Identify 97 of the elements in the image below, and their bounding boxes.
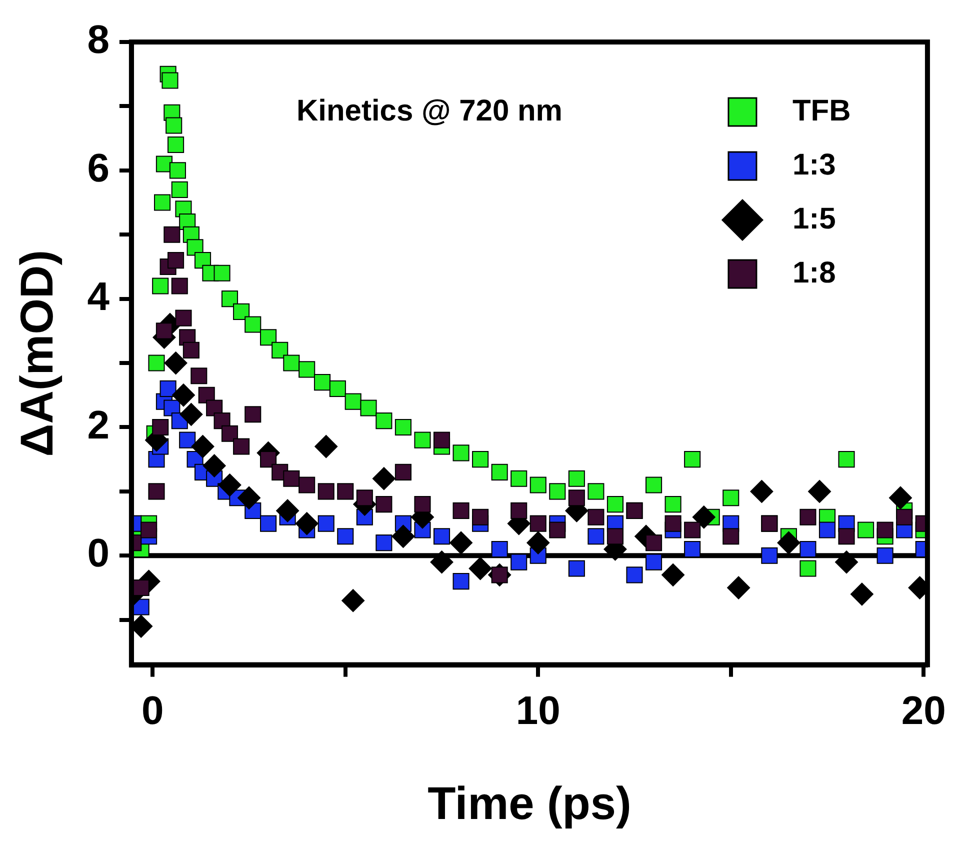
- point: [283, 470, 300, 487]
- point: [190, 368, 208, 384]
- point: [342, 589, 365, 612]
- point: [450, 531, 473, 554]
- point: [376, 534, 392, 552]
- point: [318, 483, 334, 500]
- point: [452, 573, 470, 590]
- point: [202, 454, 226, 478]
- point: [750, 480, 774, 503]
- point: [337, 483, 354, 500]
- y-axis-title: ΔA(mOD): [10, 250, 62, 457]
- point: [276, 499, 300, 522]
- point: [808, 480, 832, 503]
- point: [876, 547, 894, 564]
- point: [171, 278, 188, 294]
- point: [191, 435, 214, 458]
- point: [152, 418, 169, 436]
- x-tick-label: 20: [901, 688, 946, 733]
- point: [818, 522, 836, 538]
- point: [684, 540, 701, 558]
- point: [164, 352, 188, 375]
- point: [692, 506, 716, 529]
- point: [645, 554, 662, 570]
- point: [314, 435, 338, 458]
- point: [549, 522, 566, 538]
- point: [318, 515, 334, 532]
- y-tick-label: 6: [87, 146, 110, 190]
- point: [164, 226, 180, 243]
- point: [233, 438, 250, 455]
- point: [238, 486, 261, 510]
- point: [888, 486, 912, 510]
- point: [168, 252, 184, 269]
- point: [376, 496, 392, 513]
- point: [468, 556, 492, 580]
- point: [472, 508, 489, 526]
- point: [800, 540, 816, 558]
- point: [221, 425, 238, 442]
- y-tick-label: 4: [87, 274, 110, 319]
- point: [392, 524, 415, 548]
- point: [777, 531, 800, 554]
- point: [172, 384, 195, 407]
- point: [510, 502, 528, 519]
- annotation: Kinetics @ 720 nm: [296, 94, 562, 128]
- point: [433, 528, 450, 545]
- point: [568, 560, 585, 577]
- y-tick-label: 8: [87, 18, 110, 62]
- point: [337, 528, 354, 545]
- legend-label: 1:3: [792, 148, 836, 182]
- point: [510, 554, 528, 570]
- point: [530, 515, 546, 532]
- point: [160, 380, 176, 397]
- legend-label: 1:8: [792, 256, 836, 290]
- x-tick-label: 0: [142, 688, 164, 733]
- legend-label: TFB: [792, 94, 851, 128]
- point: [179, 432, 196, 448]
- point: [295, 512, 318, 536]
- point: [356, 490, 373, 506]
- point: [606, 528, 624, 545]
- point: [430, 550, 454, 574]
- point: [491, 540, 508, 558]
- point: [394, 464, 412, 480]
- legend-label: 1:5: [792, 202, 836, 236]
- point: [260, 515, 277, 532]
- point: [372, 467, 396, 490]
- y-tick-label: 0: [87, 532, 110, 576]
- point: [588, 508, 604, 526]
- point: [896, 508, 913, 526]
- point: [727, 576, 750, 600]
- point: [218, 474, 242, 497]
- point: [761, 547, 778, 564]
- x-axis-title: Time (ps): [428, 777, 632, 830]
- point: [148, 483, 165, 500]
- y-tick-label: 2: [87, 403, 110, 448]
- point: [722, 528, 740, 545]
- point: [835, 550, 858, 574]
- point: [588, 528, 604, 545]
- point: [175, 310, 192, 326]
- point: [568, 490, 585, 506]
- point: [140, 522, 158, 538]
- point: [876, 522, 894, 538]
- point: [800, 508, 816, 526]
- point: [182, 342, 200, 358]
- x-tick-label: 10: [516, 688, 560, 733]
- point: [664, 515, 682, 532]
- point: [433, 432, 450, 448]
- point: [452, 502, 470, 519]
- point: [298, 476, 316, 494]
- point: [838, 528, 855, 545]
- point: [244, 406, 262, 423]
- point: [850, 582, 874, 606]
- point: [626, 566, 643, 584]
- point: [684, 522, 701, 538]
- point: [260, 451, 277, 468]
- point: [180, 402, 203, 426]
- point: [526, 531, 550, 554]
- point: [662, 563, 685, 586]
- point: [414, 496, 431, 513]
